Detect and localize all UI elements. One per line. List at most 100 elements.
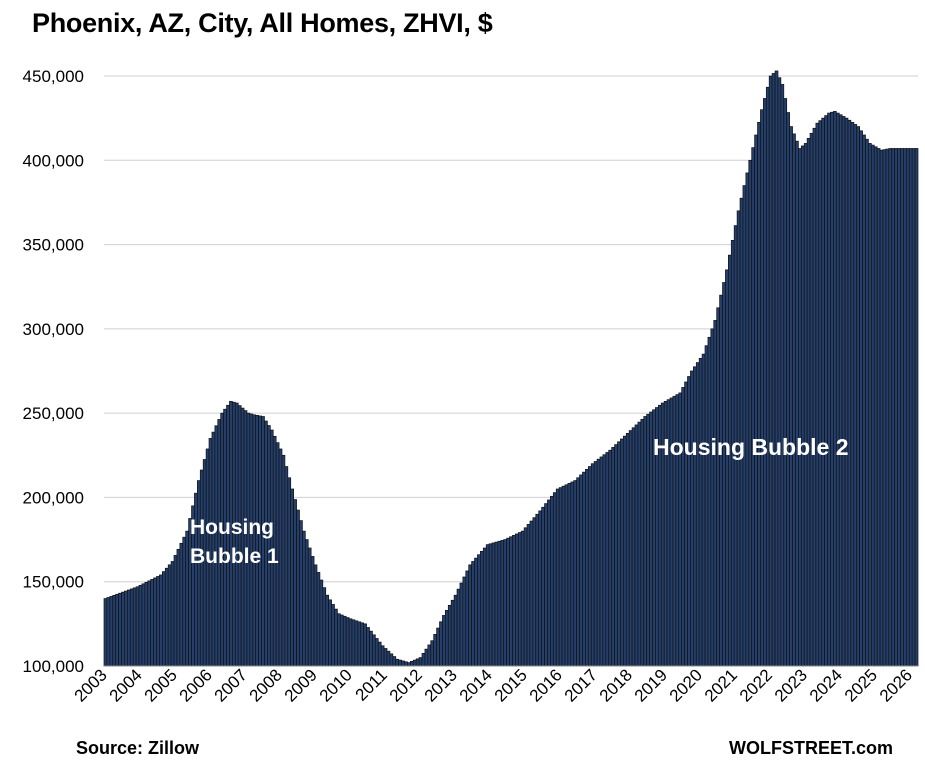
bars [103,70,919,667]
bar [310,556,315,667]
bar [304,539,309,667]
bar [439,621,443,667]
bar [634,424,639,667]
bar [876,148,881,667]
bar [885,148,890,667]
bar [316,572,321,667]
bar [372,634,376,667]
bar [716,307,720,667]
bar [509,536,513,667]
bar [103,598,108,667]
bar [777,77,782,667]
bar [520,530,525,667]
bar [763,98,767,667]
bar [809,132,814,667]
bar [150,579,154,667]
bar [462,576,467,667]
bar [480,551,484,667]
bar [602,454,607,667]
bar [281,454,286,667]
bar [407,662,411,667]
bar [517,532,522,667]
bar [436,627,440,667]
bar [567,483,572,667]
bar [687,376,691,667]
bar [115,593,119,667]
bar [862,134,866,667]
bar [704,345,709,667]
bar [818,120,823,667]
bar [535,513,540,667]
y-tick-label: 300,000 [23,320,84,339]
bar [220,412,224,667]
bar [751,147,755,667]
bar [865,138,869,667]
bar [582,471,586,667]
bar [199,469,204,667]
x-tick-label: 2006 [176,665,216,705]
bar [354,620,359,667]
y-tick-label: 150,000 [23,573,84,592]
bar [252,414,257,667]
bar [844,117,849,667]
bar [576,477,580,667]
bar [471,561,475,667]
bar [573,480,577,667]
bar [827,112,831,667]
bar [188,518,192,667]
x-tick-label: 2005 [141,665,181,705]
bar [611,447,615,667]
bar [109,596,114,667]
bar [363,623,367,667]
bar [348,618,353,667]
bar [147,580,152,667]
x-tick-label: 2008 [246,665,286,705]
bar [558,487,563,667]
bar [442,615,446,667]
bar [482,547,487,667]
bar [897,148,901,667]
bar [261,416,265,667]
bar [264,420,268,667]
bar [879,149,884,667]
bar [170,561,175,667]
bar [622,435,627,667]
bar [249,413,254,667]
bar [421,653,426,667]
bar [908,148,913,667]
bar [465,570,470,667]
bar [284,466,289,667]
bar [637,421,642,667]
bar [882,149,887,667]
bar [579,474,583,667]
bar [725,269,729,667]
bar [351,619,356,667]
bar [532,517,537,667]
x-tick-label: 2022 [736,665,776,705]
bar [345,617,350,667]
bar [453,594,458,667]
x-tick-label: 2025 [841,665,881,705]
bar [182,536,187,667]
bar [129,588,134,667]
x-tick-label: 2007 [211,665,251,705]
bar [173,555,178,667]
x-tick-label: 2019 [631,665,671,705]
bar [342,615,347,667]
bar [870,144,875,667]
x-tick-label: 2009 [281,665,321,705]
x-tick-label: 2026 [876,665,916,705]
chart-title: Phoenix, AZ, City, All Homes, ZHVI, $ [32,8,493,38]
bar [903,148,907,667]
bar [112,594,117,667]
bar [719,294,723,667]
bar [550,495,554,667]
bar [599,456,604,667]
bar [497,540,502,667]
x-tick-label: 2021 [701,665,741,705]
bar [153,577,157,667]
bar [868,143,872,667]
bar [322,587,327,667]
bar [334,608,338,667]
bar [765,86,770,667]
